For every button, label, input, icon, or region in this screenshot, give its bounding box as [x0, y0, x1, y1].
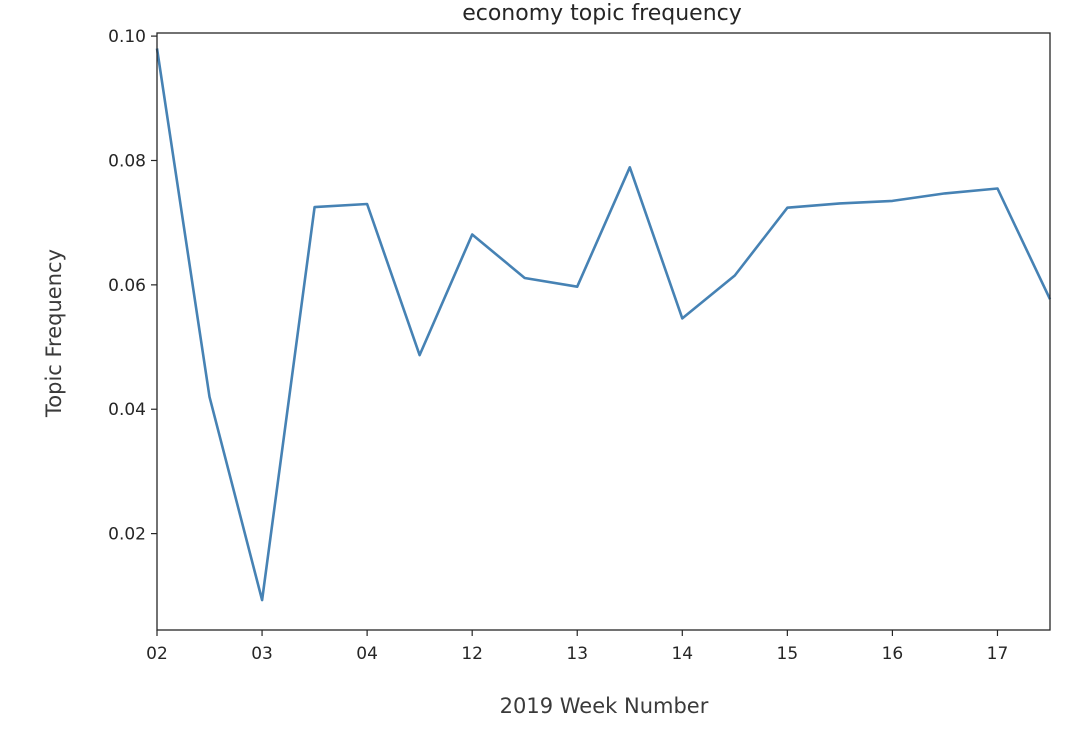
x-tick-label: 17 [987, 644, 1009, 664]
y-tick-label: 0.06 [108, 276, 146, 296]
x-tick-label: 03 [251, 644, 273, 664]
x-tick-label: 12 [461, 644, 483, 664]
y-tick-label: 0.02 [108, 525, 146, 545]
series-line-0 [155, 48, 1052, 602]
y-tick-label: 0.10 [108, 27, 146, 47]
y-axis-label: Topic Frequency [42, 249, 66, 418]
y-tick-label: 0.04 [108, 400, 146, 420]
x-tick-label: 02 [146, 644, 168, 664]
x-tick-label: 13 [566, 644, 588, 664]
plot-frame [156, 32, 1051, 631]
x-axis-label: 2019 Week Number [500, 694, 709, 718]
x-tick-label: 14 [671, 644, 693, 664]
x-tick-label: 16 [882, 644, 904, 664]
plot-area: 0.02 0.04 0.06 0.08 0.10 02 03 04 12 13 14 15 16 17 [108, 27, 1052, 664]
x-tick-label: 04 [356, 644, 378, 664]
chart-title: economy topic frequency [462, 1, 742, 26]
x-tick-label: 15 [777, 644, 799, 664]
y-tick-label: 0.08 [108, 151, 146, 171]
